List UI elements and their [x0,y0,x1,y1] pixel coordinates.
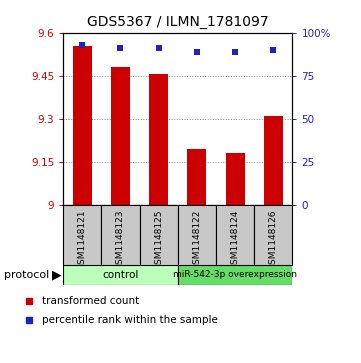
Text: percentile rank within the sample: percentile rank within the sample [43,315,218,325]
Point [156,45,162,51]
Text: miR-542-3p overexpression: miR-542-3p overexpression [173,270,297,280]
Bar [187,149,206,205]
Text: GSM1148122: GSM1148122 [192,209,201,270]
Bar [149,74,168,205]
Title: GDS5367 / ILMN_1781097: GDS5367 / ILMN_1781097 [87,15,269,29]
Text: GSM1148123: GSM1148123 [116,209,125,270]
Text: GSM1148126: GSM1148126 [269,209,278,270]
Bar [140,205,178,265]
Text: control: control [102,270,139,280]
Point [232,49,238,54]
Bar [226,154,245,205]
Text: transformed count: transformed count [43,295,140,306]
Bar [73,46,92,205]
Bar [178,265,292,285]
Bar [178,205,216,265]
Text: ▶: ▶ [52,269,62,281]
Bar [63,205,101,265]
Text: GSM1148121: GSM1148121 [78,209,87,270]
Bar [63,265,178,285]
Point [118,45,123,51]
Text: GSM1148125: GSM1148125 [154,209,163,270]
Bar [101,205,140,265]
Text: protocol: protocol [4,270,49,280]
Bar [254,205,292,265]
Point [270,47,276,53]
Bar [216,205,254,265]
Text: GSM1148124: GSM1148124 [231,209,240,270]
Bar [264,116,283,205]
Bar [111,67,130,205]
Point [79,42,85,48]
Point [194,49,200,54]
